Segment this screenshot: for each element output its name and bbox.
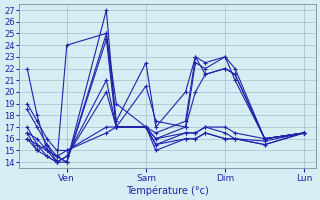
X-axis label: Température (°c): Température (°c)	[126, 185, 209, 196]
